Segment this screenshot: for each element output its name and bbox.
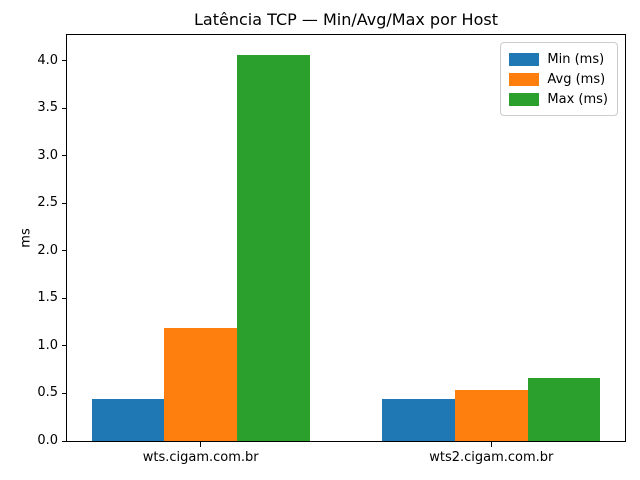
y-tick-mark <box>62 297 67 299</box>
legend: Min (ms) Avg (ms) Max (ms) <box>500 42 618 116</box>
y-tick-mark <box>62 155 67 157</box>
legend-swatch-max-icon <box>509 92 540 106</box>
legend-swatch-min-icon <box>509 52 540 66</box>
y-tick-mark <box>62 345 67 347</box>
y-tick-mark <box>62 250 67 252</box>
y-tick-mark <box>62 202 67 204</box>
y-tick-label: 1.0 <box>37 337 58 353</box>
y-tick-label: 0.5 <box>37 385 58 401</box>
x-tick-mark <box>200 442 202 447</box>
bar-min-cat1 <box>382 399 455 441</box>
y-tick-label: 4.0 <box>37 52 58 68</box>
legend-label: Avg (ms) <box>547 71 606 87</box>
y-tick-mark <box>62 440 67 442</box>
y-tick-label: 3.5 <box>37 100 58 116</box>
x-tick-label: wts.cigam.com.br <box>142 450 259 465</box>
y-tick-mark <box>62 107 67 109</box>
plot-area: Min (ms) Avg (ms) Max (ms) <box>66 34 626 442</box>
legend-label: Max (ms) <box>547 91 608 107</box>
chart-title: Latência TCP — Min/Avg/Max por Host <box>194 10 498 29</box>
bar-avg-cat1 <box>454 389 528 441</box>
y-tick-label: 0.0 <box>37 433 58 448</box>
bar-max-cat1 <box>527 378 601 441</box>
legend-entry: Avg (ms) <box>509 69 608 89</box>
y-tick-label: 3.0 <box>37 147 58 163</box>
y-tick-mark <box>62 392 67 394</box>
bar-max-cat0 <box>237 54 310 441</box>
legend-label: Min (ms) <box>547 51 605 67</box>
legend-swatch-avg-icon <box>509 72 540 86</box>
y-tick-label: 1.5 <box>37 290 58 306</box>
y-tick-label: 2.5 <box>37 195 58 211</box>
legend-entry: Max (ms) <box>509 89 608 109</box>
bar-avg-cat0 <box>164 327 238 441</box>
legend-entry: Min (ms) <box>509 49 608 69</box>
bar-min-cat0 <box>91 399 165 441</box>
y-tick-mark <box>62 60 67 62</box>
x-tick-label: wts2.cigam.com.br <box>429 450 554 465</box>
y-tick-label: 2.0 <box>37 242 58 258</box>
x-tick-mark <box>490 442 492 447</box>
